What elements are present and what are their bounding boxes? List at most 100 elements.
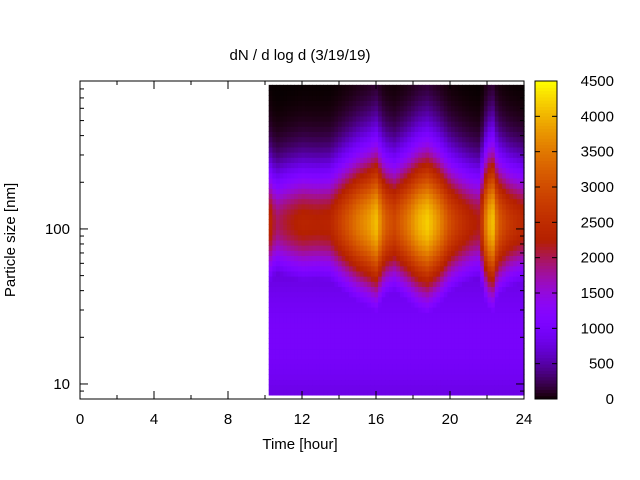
heatmap-cell	[323, 224, 328, 231]
heatmap-cell	[425, 374, 430, 381]
heatmap-cell	[381, 193, 387, 200]
heatmap-cell	[359, 239, 365, 246]
heatmap-cell	[308, 363, 314, 370]
heatmap-cell	[334, 384, 339, 391]
heatmap-cell	[480, 146, 485, 153]
heatmap-cell	[268, 126, 273, 132]
heatmap-cell	[443, 291, 449, 298]
heatmap-cell	[491, 276, 496, 282]
heatmap-cell	[279, 296, 284, 303]
heatmap-cell	[283, 208, 288, 215]
heatmap-cell	[469, 115, 474, 122]
heatmap-cell	[338, 343, 343, 350]
heatmap-cell	[421, 296, 427, 303]
heatmap-cell	[400, 193, 405, 200]
heatmap-cell	[389, 172, 394, 179]
heatmap-cell	[465, 136, 470, 143]
heatmap-cell	[443, 312, 449, 318]
heatmap-cell	[338, 203, 343, 210]
heatmap-cell	[400, 239, 405, 246]
heatmap-cell	[462, 188, 467, 194]
heatmap-cell	[458, 198, 463, 205]
heatmap-cell	[297, 338, 303, 344]
heatmap-cell	[374, 348, 379, 355]
heatmap-cell	[425, 121, 430, 127]
heatmap-cell	[418, 239, 423, 246]
heatmap-cell	[378, 353, 383, 360]
heatmap-cell	[352, 312, 357, 318]
heatmap-cell	[516, 162, 521, 169]
heatmap-cell	[385, 177, 390, 184]
heatmap-cell	[297, 105, 303, 112]
heatmap-cell	[400, 312, 405, 318]
chart-title: dN / d log d (3/19/19)	[230, 47, 371, 64]
heatmap-cell	[323, 363, 328, 370]
heatmap-cell	[472, 338, 478, 344]
heatmap-cell	[513, 270, 518, 277]
heatmap-cell	[498, 84, 503, 91]
heatmap-cell	[378, 270, 383, 277]
heatmap-cell	[297, 322, 303, 329]
heatmap-cell	[338, 291, 343, 298]
heatmap-cell	[410, 281, 416, 287]
heatmap-cell	[469, 162, 474, 169]
heatmap-cell	[294, 389, 299, 396]
heatmap-cell	[385, 291, 390, 298]
heatmap-cell	[305, 219, 310, 225]
heatmap-cell	[480, 95, 485, 101]
heatmap-cell	[319, 369, 325, 375]
heatmap-cell	[472, 167, 478, 174]
heatmap-cell	[472, 281, 478, 287]
heatmap-cell	[345, 317, 350, 324]
heatmap-cell	[410, 84, 416, 91]
heatmap-cell	[520, 136, 525, 143]
heatmap-cell	[359, 172, 365, 179]
heatmap-cell	[323, 250, 328, 256]
heatmap-cell	[334, 317, 339, 324]
heatmap-cell	[520, 84, 525, 91]
heatmap-cell	[341, 301, 346, 308]
heatmap-cell	[458, 276, 463, 282]
heatmap-cell	[454, 307, 459, 313]
heatmap-cell	[283, 157, 288, 163]
heatmap-cell	[316, 84, 321, 91]
heatmap-cell	[476, 374, 481, 381]
heatmap-cell	[502, 105, 507, 112]
colorbar-band	[535, 106, 557, 111]
heatmap-cell	[516, 152, 521, 158]
heatmap-cell	[367, 105, 372, 112]
heatmap-cell	[432, 327, 438, 334]
heatmap-cell	[367, 234, 372, 241]
heatmap-cell	[498, 136, 503, 143]
heatmap-cell	[425, 183, 430, 189]
heatmap-cell	[381, 291, 387, 298]
heatmap-cell	[440, 296, 445, 303]
heatmap-cell	[374, 131, 379, 138]
heatmap-cell	[272, 239, 277, 246]
heatmap-cell	[381, 100, 387, 107]
heatmap-cell	[410, 338, 416, 344]
heatmap-cell	[403, 188, 408, 194]
heatmap-cell	[400, 229, 405, 236]
heatmap-cell	[487, 307, 492, 313]
heatmap-cell	[327, 177, 332, 184]
colorbar-band	[535, 389, 557, 394]
heatmap-cell	[363, 296, 368, 303]
heatmap-cell	[502, 84, 507, 91]
heatmap-cell	[297, 203, 303, 210]
heatmap-cell	[436, 389, 441, 396]
heatmap-cell	[465, 157, 470, 163]
heatmap-cell	[268, 110, 273, 117]
heatmap-cell	[323, 234, 328, 241]
heatmap-cell	[275, 177, 281, 184]
heatmap-cell	[286, 307, 292, 313]
heatmap-cell	[338, 188, 343, 194]
heatmap-cell	[429, 110, 434, 117]
heatmap-cell	[334, 172, 339, 179]
heatmap-cell	[290, 198, 295, 205]
heatmap-cell	[414, 84, 419, 91]
heatmap-cell	[520, 110, 525, 117]
heatmap-cell	[396, 115, 401, 122]
heatmap-cell	[348, 369, 354, 375]
heatmap-cell	[410, 312, 416, 318]
